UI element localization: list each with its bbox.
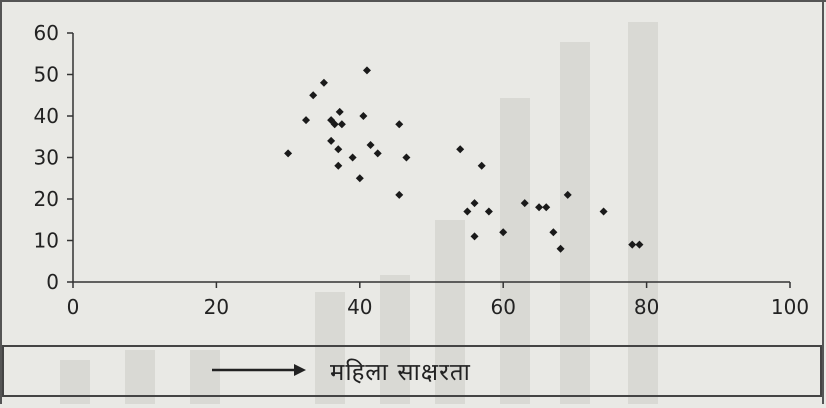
frame-top xyxy=(0,0,826,2)
data-point xyxy=(327,136,336,145)
data-point xyxy=(599,207,608,216)
x-tick-label: 0 xyxy=(67,295,80,319)
data-point xyxy=(362,66,371,75)
data-point xyxy=(477,161,486,170)
background-bar xyxy=(315,292,345,404)
tick-labels: 0 10 20 30 40 50 60 0 20 40 60 80 100 xyxy=(34,21,810,319)
data-point xyxy=(484,207,493,216)
data-point xyxy=(463,207,472,216)
data-point xyxy=(348,153,357,162)
y-tick-label: 60 xyxy=(34,21,59,45)
data-point xyxy=(470,199,479,208)
data-point xyxy=(395,120,404,129)
x-axis-label-box xyxy=(2,345,822,397)
y-tick-label: 50 xyxy=(34,63,59,87)
x-tick-label: 20 xyxy=(204,295,229,319)
frame-right xyxy=(822,0,824,404)
data-point xyxy=(334,161,343,170)
data-point xyxy=(366,141,375,150)
data-point xyxy=(535,203,544,212)
background-bar xyxy=(560,42,590,404)
data-point xyxy=(395,190,404,199)
y-tick-label: 0 xyxy=(46,270,59,294)
data-point xyxy=(335,107,344,116)
x-axis-label: महिला साक्षरता xyxy=(330,358,471,386)
y-tick-label: 30 xyxy=(34,146,59,170)
x-tick-label: 60 xyxy=(490,295,515,319)
x-tick-label: 40 xyxy=(347,295,372,319)
data-point xyxy=(359,112,368,120)
data-point xyxy=(542,203,551,212)
data-point xyxy=(334,145,343,154)
data-point xyxy=(319,78,328,87)
background-bar xyxy=(628,22,658,404)
data-point xyxy=(309,91,318,100)
background-bar xyxy=(500,98,530,404)
y-tick-label: 20 xyxy=(34,187,59,211)
frame-left xyxy=(0,0,2,404)
data-point xyxy=(302,116,311,125)
data-point xyxy=(330,120,339,129)
data-point xyxy=(520,199,529,208)
arrow-right-icon xyxy=(212,364,306,376)
data-point xyxy=(355,174,364,183)
data-point xyxy=(284,149,293,158)
data-point xyxy=(628,240,637,249)
data-point xyxy=(337,120,346,129)
data-point xyxy=(635,240,644,249)
data-point xyxy=(456,145,465,154)
data-point xyxy=(563,190,572,199)
data-point xyxy=(556,244,565,253)
data-points xyxy=(284,66,644,253)
y-tick-label: 10 xyxy=(34,229,59,253)
axes xyxy=(67,32,791,288)
data-point xyxy=(402,153,411,162)
background-bar xyxy=(435,220,465,404)
data-point xyxy=(470,232,479,241)
data-point xyxy=(499,228,508,237)
background-bar xyxy=(380,275,410,404)
y-tick-label: 40 xyxy=(34,104,59,128)
x-tick-label: 80 xyxy=(634,295,659,319)
x-tick-label: 100 xyxy=(771,295,809,319)
data-point xyxy=(549,228,558,237)
data-point xyxy=(373,149,382,158)
